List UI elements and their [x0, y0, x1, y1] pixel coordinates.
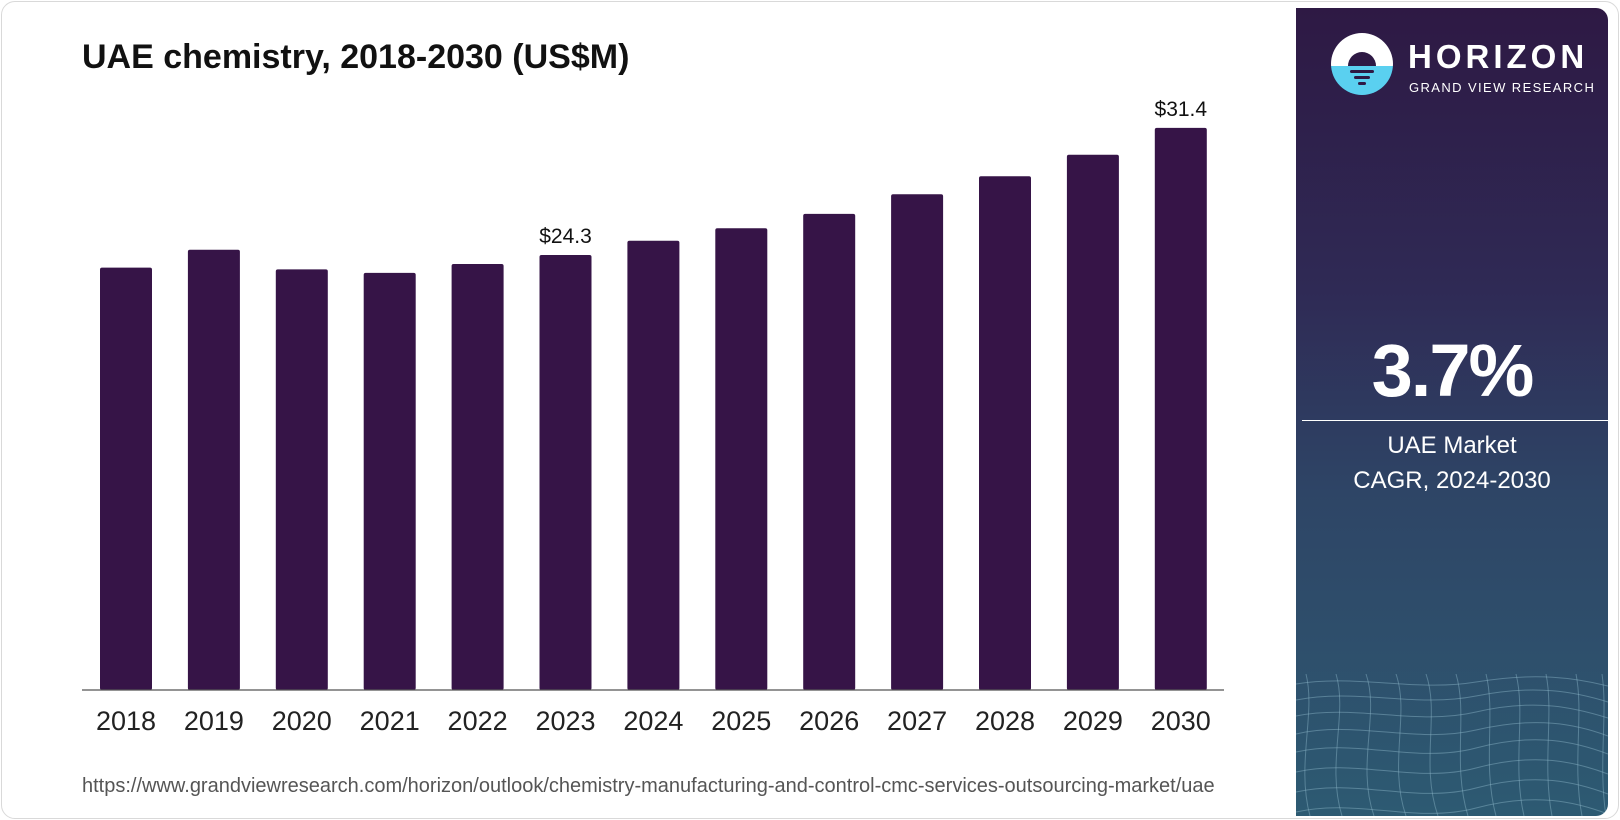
cagr-panel: HORIZON GRAND VIEW RESEARCH 3.7% UAE Mar… — [1296, 8, 1608, 816]
bar-2026[interactable] — [803, 213, 856, 690]
x-tick-label: 2029 — [1063, 706, 1123, 736]
bar-2024[interactable] — [627, 240, 680, 690]
data-label-2030: $31.4 — [1155, 98, 1208, 121]
bar-2021[interactable] — [363, 272, 416, 690]
bar-2028[interactable] — [979, 176, 1031, 691]
bar-2027[interactable] — [891, 194, 944, 690]
x-tick-label: 2025 — [711, 706, 771, 736]
source-url[interactable]: https://www.grandviewresearch.com/horizo… — [82, 775, 1215, 797]
x-tick-label: 2030 — [1151, 706, 1211, 736]
cagr-label-period: CAGR, 2024-2030 — [1353, 467, 1551, 494]
bar-2023[interactable] — [539, 255, 592, 690]
bar-2029[interactable] — [1066, 154, 1119, 691]
bar-2018[interactable] — [100, 267, 152, 690]
bar-2020[interactable] — [275, 269, 328, 690]
bar-2025[interactable] — [715, 228, 768, 690]
x-tick-label: 2024 — [623, 706, 683, 736]
brand-name: HORIZON — [1408, 38, 1589, 75]
bar-chart: 2018 2019 2020 2021 2022 2023 2024 2025 2026 2027… — [82, 98, 1224, 736]
cagr-divider — [1302, 420, 1608, 421]
x-tick-label: 2019 — [184, 706, 244, 736]
cagr-value: 3.7% — [1371, 329, 1535, 412]
horizon-sun-logo-icon — [1331, 33, 1393, 95]
x-tick-label: 2022 — [448, 706, 508, 736]
x-tick-label: 2026 — [799, 706, 859, 736]
wave-mesh-decoration — [1296, 674, 1608, 816]
x-tick-label: 2028 — [975, 706, 1035, 736]
x-tick-label: 2023 — [535, 706, 595, 736]
chart-title: UAE chemistry, 2018-2030 (US$M) — [82, 38, 630, 76]
cagr-label-market: UAE Market — [1387, 432, 1517, 459]
x-tick-label: 2018 — [96, 706, 156, 736]
bar-2019[interactable] — [187, 249, 240, 690]
x-tick-label: 2020 — [272, 706, 332, 736]
x-tick-label: 2027 — [887, 706, 947, 736]
x-tick-label: 2021 — [360, 706, 420, 736]
bar-2022[interactable] — [451, 264, 504, 690]
bar-2030[interactable] — [1154, 127, 1207, 690]
brand-subtitle: GRAND VIEW RESEARCH — [1409, 80, 1596, 95]
data-label-2023: $24.3 — [539, 225, 592, 248]
